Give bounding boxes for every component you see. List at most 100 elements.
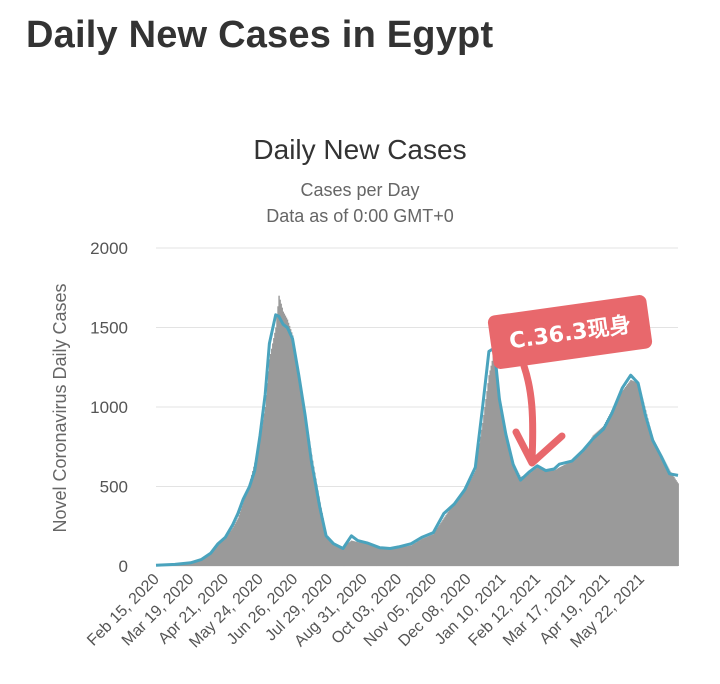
bar — [231, 529, 233, 566]
bar — [476, 456, 479, 566]
bar — [355, 541, 357, 566]
bar — [652, 438, 654, 566]
bar — [304, 414, 307, 566]
bar — [580, 453, 583, 566]
bar — [257, 448, 259, 566]
bar — [627, 384, 629, 566]
bar — [512, 464, 515, 566]
bar — [518, 475, 521, 566]
bar — [596, 431, 599, 566]
bar — [320, 507, 322, 566]
bar — [317, 490, 319, 566]
bar — [579, 454, 582, 566]
bar — [388, 548, 391, 566]
bar — [336, 544, 338, 566]
bar — [546, 469, 548, 566]
annotation-badge-bg — [487, 295, 653, 369]
bar — [329, 539, 332, 566]
bar — [295, 355, 297, 566]
bar — [398, 547, 400, 566]
bar — [453, 502, 456, 566]
bar — [508, 449, 510, 566]
bar — [330, 541, 333, 566]
bar — [549, 469, 551, 566]
bar — [281, 307, 283, 567]
bar — [307, 434, 310, 566]
bar — [602, 426, 605, 566]
bar — [523, 475, 525, 566]
bar — [455, 500, 458, 566]
bar — [538, 467, 541, 566]
bar — [464, 491, 466, 566]
bar — [303, 408, 306, 566]
bar — [516, 471, 519, 566]
bar — [293, 342, 295, 566]
bar — [490, 365, 492, 566]
bar — [297, 368, 299, 566]
bar — [318, 496, 320, 566]
bar — [429, 535, 432, 566]
bar — [417, 541, 419, 566]
bar — [308, 441, 311, 566]
chart-title: Daily New Cases — [253, 134, 466, 165]
bar — [501, 412, 503, 566]
bar — [425, 537, 427, 566]
bar — [243, 499, 246, 566]
bar — [426, 536, 428, 566]
bar — [419, 540, 421, 566]
bar — [445, 515, 447, 566]
bar — [369, 544, 372, 566]
bar — [632, 380, 634, 566]
bar — [459, 496, 461, 566]
bar — [474, 470, 477, 566]
bar — [364, 543, 366, 566]
bar — [489, 370, 491, 566]
bar — [610, 412, 612, 566]
bar — [201, 558, 204, 566]
bar — [618, 396, 621, 566]
bar — [275, 327, 277, 566]
bar — [397, 547, 399, 566]
bar — [372, 545, 375, 566]
bar — [316, 484, 318, 566]
bar — [544, 468, 546, 566]
bar — [315, 478, 317, 566]
bar — [242, 502, 245, 566]
bar — [277, 306, 279, 566]
bar — [485, 399, 487, 566]
bar — [409, 545, 412, 566]
bar — [248, 483, 251, 566]
bar — [496, 379, 499, 566]
bar — [232, 527, 234, 566]
bar — [335, 544, 337, 566]
bar — [520, 476, 523, 566]
bar — [539, 468, 542, 566]
bar — [452, 503, 455, 566]
bar — [545, 469, 547, 566]
bar — [379, 546, 381, 566]
bar — [631, 380, 633, 566]
bar — [478, 443, 481, 566]
bar — [279, 299, 281, 566]
bar — [334, 544, 336, 566]
bar — [239, 511, 241, 566]
bar — [565, 464, 567, 566]
bar — [540, 468, 543, 566]
bar — [448, 510, 450, 566]
bar — [290, 332, 293, 566]
bar — [415, 542, 418, 566]
bar — [514, 467, 517, 566]
bar — [342, 546, 344, 566]
bar — [465, 489, 467, 566]
bar — [362, 543, 364, 566]
bar — [509, 453, 511, 566]
bar — [624, 386, 627, 566]
bar — [653, 440, 655, 566]
bar — [532, 470, 534, 566]
bar — [319, 502, 321, 566]
bar — [422, 538, 424, 566]
bar — [595, 432, 597, 566]
bar — [635, 382, 637, 566]
bar — [381, 547, 383, 566]
